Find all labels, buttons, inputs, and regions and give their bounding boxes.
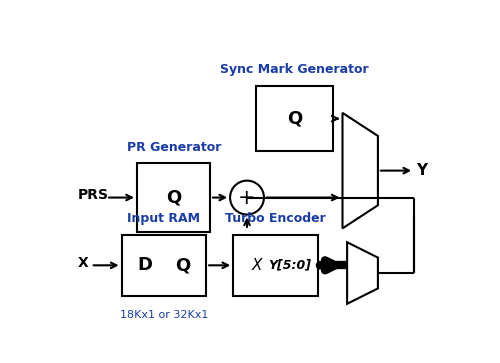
Text: D: D <box>138 256 152 274</box>
Text: PRS: PRS <box>78 188 108 202</box>
Text: 18Kx1 or 32Kx1: 18Kx1 or 32Kx1 <box>120 310 208 320</box>
Text: Q: Q <box>175 256 190 274</box>
Text: X: X <box>252 258 262 273</box>
Text: Y[5:0]: Y[5:0] <box>268 259 312 272</box>
Text: Sync Mark Generator: Sync Mark Generator <box>220 63 369 76</box>
Bar <box>256 86 333 151</box>
Text: Q: Q <box>166 188 181 207</box>
Text: +: + <box>238 188 256 208</box>
Text: Input RAM: Input RAM <box>128 212 200 225</box>
Bar <box>137 163 210 232</box>
Text: Q: Q <box>287 110 302 128</box>
Text: X: X <box>78 256 88 270</box>
Bar <box>122 234 206 296</box>
Text: Turbo Encoder: Turbo Encoder <box>225 212 326 225</box>
Text: PR Generator: PR Generator <box>126 141 221 154</box>
Bar <box>233 234 318 296</box>
Text: Y: Y <box>416 163 428 178</box>
